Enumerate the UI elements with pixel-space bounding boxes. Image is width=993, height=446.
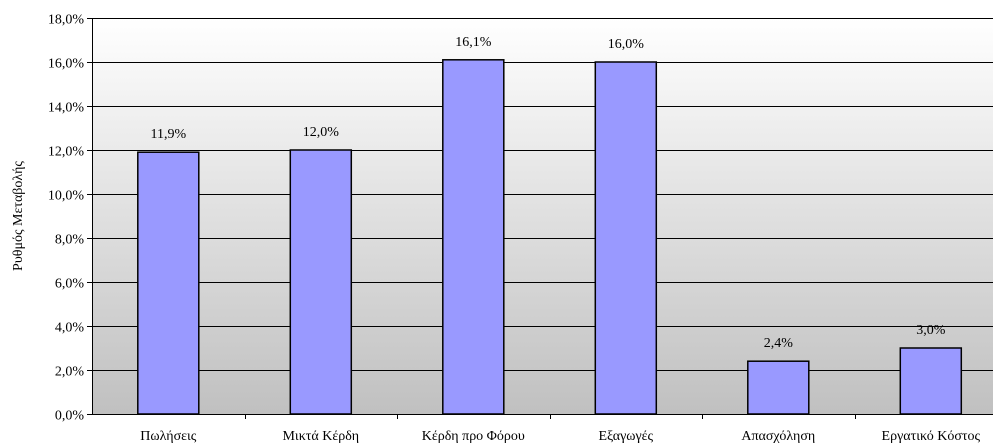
x-category-label: Πωλήσεις bbox=[140, 429, 197, 444]
x-category-label: Εξαγωγές bbox=[598, 429, 653, 444]
y-tick-label: 10,0% bbox=[48, 189, 85, 204]
y-tick-label: 8,0% bbox=[55, 233, 85, 248]
data-label: 2,4% bbox=[764, 336, 794, 351]
y-tick-label: 18,0% bbox=[48, 13, 85, 28]
data-label: 16,1% bbox=[455, 35, 492, 50]
y-tick-labels: 0,0% 2,0% 4,0% 6,0% 8,0% 10,0% 12,0% 14,0% 16,0%… bbox=[48, 13, 85, 424]
y-tick-label: 12,0% bbox=[48, 145, 85, 160]
y-tick-label: 0,0% bbox=[55, 409, 85, 424]
data-label: 16,0% bbox=[608, 37, 645, 52]
bar bbox=[747, 360, 810, 415]
plot-area-background bbox=[92, 18, 993, 414]
x-category-label: Κέρδη προ Φόρου bbox=[422, 429, 525, 444]
data-label: 12,0% bbox=[303, 125, 340, 140]
bar bbox=[137, 151, 200, 415]
bar bbox=[899, 347, 963, 415]
bars bbox=[137, 59, 963, 415]
y-tick-label: 6,0% bbox=[55, 277, 85, 292]
gridlines bbox=[87, 18, 993, 419]
data-label: 3,0% bbox=[916, 323, 946, 338]
data-label: 11,9% bbox=[150, 127, 186, 142]
bar bbox=[289, 149, 353, 415]
x-category-label: Απασχόληση bbox=[741, 429, 815, 444]
bar bbox=[594, 61, 658, 415]
y-axis-label: Ρυθμός Μεταβολής bbox=[11, 161, 26, 271]
axes bbox=[92, 18, 993, 415]
y-tick-label: 14,0% bbox=[48, 101, 85, 116]
data-labels: 11,9% 12,0% 16,1% 16,0% 2,4% 3,0% bbox=[150, 35, 945, 351]
y-tick-label: 4,0% bbox=[55, 321, 85, 336]
bar bbox=[442, 59, 505, 415]
x-category-label: Μικτά Κέρδη bbox=[282, 429, 359, 444]
x-category-labels: Πωλήσεις Μικτά Κέρδη Κέρδη προ Φόρου Εξαγωγ… bbox=[140, 429, 980, 444]
y-tick-label: 2,0% bbox=[55, 365, 85, 380]
y-tick-label: 16,0% bbox=[48, 57, 85, 72]
x-category-label: Εργατικό Κόστος bbox=[882, 429, 981, 444]
